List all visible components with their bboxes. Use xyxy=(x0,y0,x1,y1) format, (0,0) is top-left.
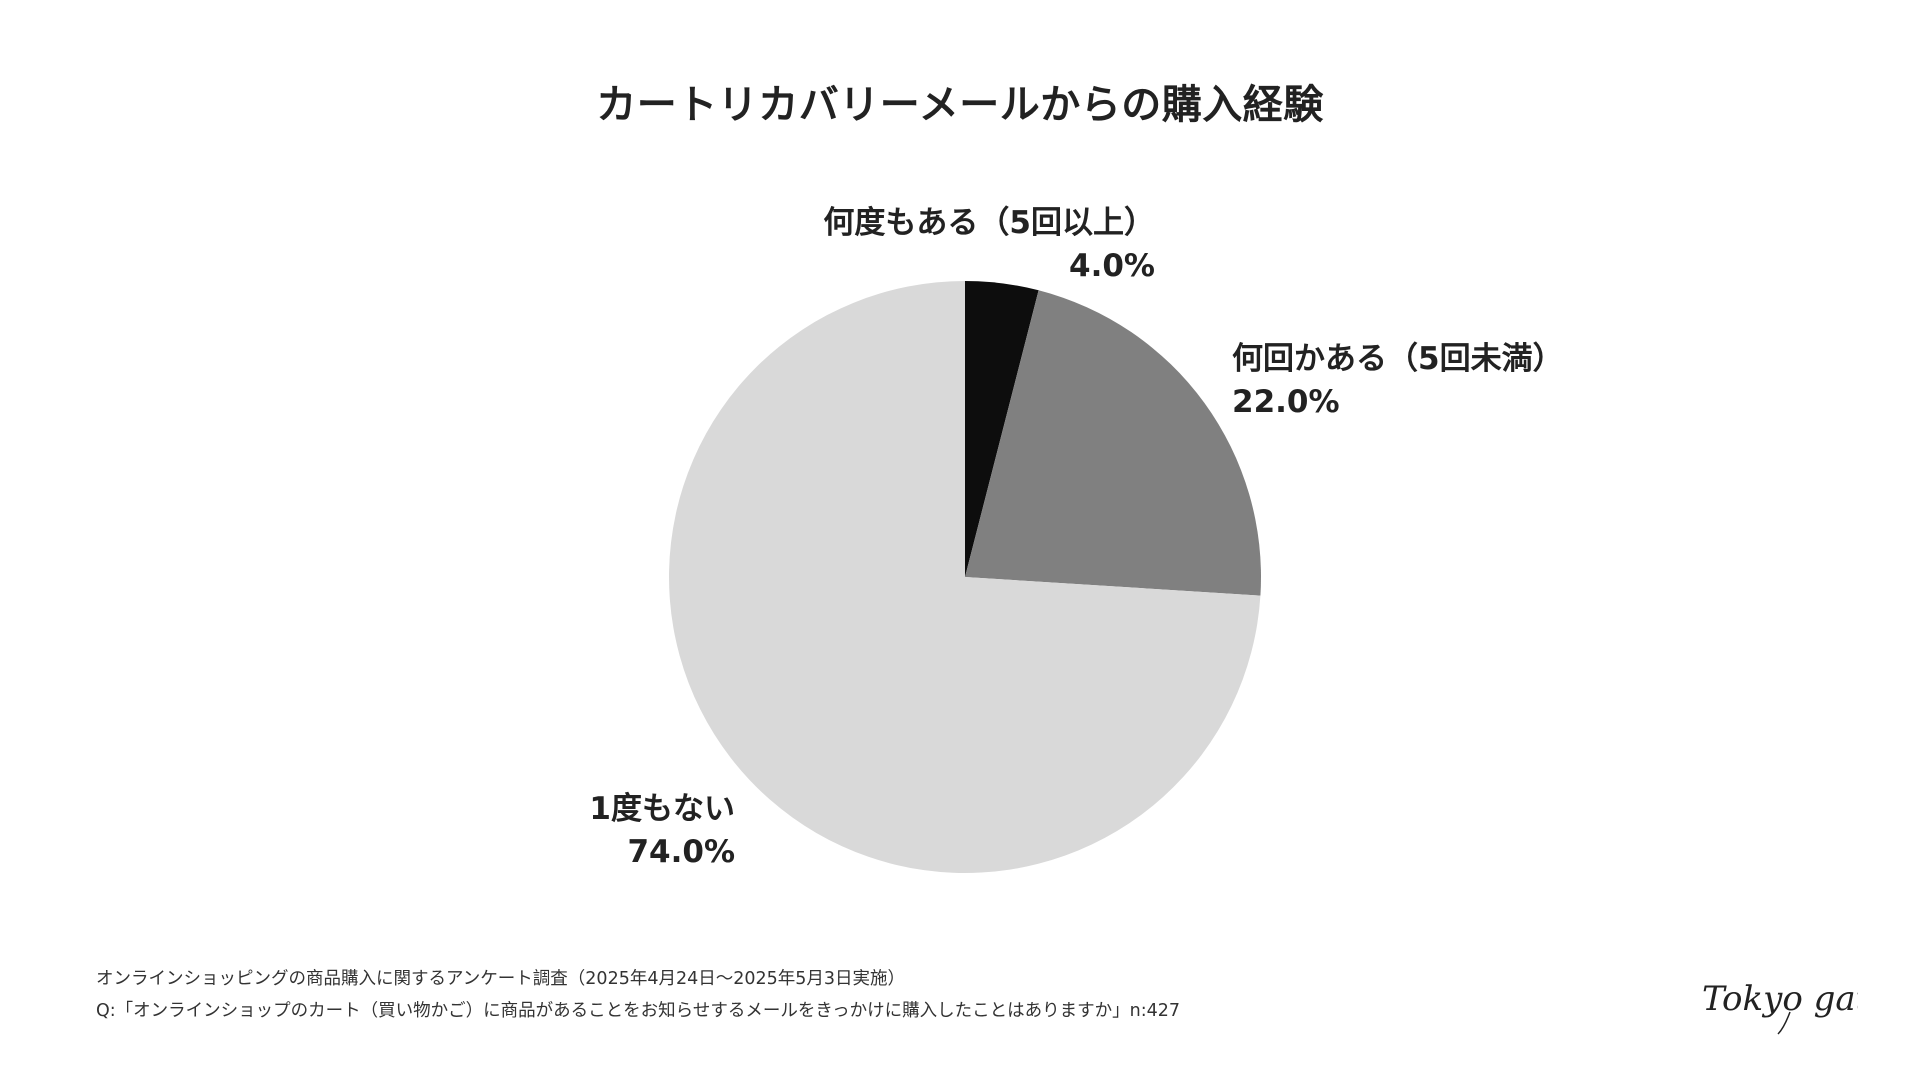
pie-slices xyxy=(669,281,1261,873)
slice-label-value: 74.0% xyxy=(627,834,735,871)
pie-slice-5plus xyxy=(965,281,1039,577)
survey-source-note: オンラインショッピングの商品購入に関するアンケート調査（2025年4月24日〜2… xyxy=(96,969,906,989)
pie-slice-never xyxy=(669,281,1261,873)
survey-question-note: Q:「オンラインショップのカート（買い物かご）に商品があることをお知らせするメー… xyxy=(96,1001,1181,1022)
slice-label-under5: 何回かある（5回未満） 22.0% xyxy=(1232,338,1564,425)
slice-label-value: 4.0% xyxy=(1069,248,1155,285)
slice-label-5plus: 何度もある（5回以上） 4.0% xyxy=(815,202,1155,289)
slice-label-value: 22.0% xyxy=(1232,384,1340,421)
logo-text: Tokyo gate xyxy=(1702,979,1858,1019)
slice-label-name: 何回かある（5回未満） xyxy=(1232,341,1564,377)
tokyo-gate-logo: Tokyo gate xyxy=(1702,979,1858,1035)
pie-slice-under5 xyxy=(965,290,1261,596)
slice-label-never: 1度もない 74.0% xyxy=(535,788,735,875)
slice-label-name: 何度もある（5回以上） xyxy=(823,205,1155,241)
footer-notes: オンラインショッピングの商品購入に関するアンケート調査（2025年4月24日〜2… xyxy=(96,963,1180,1028)
slice-label-name: 1度もない xyxy=(589,791,735,827)
chart-title: カートリカバリーメールからの購入経験 xyxy=(596,82,1324,128)
